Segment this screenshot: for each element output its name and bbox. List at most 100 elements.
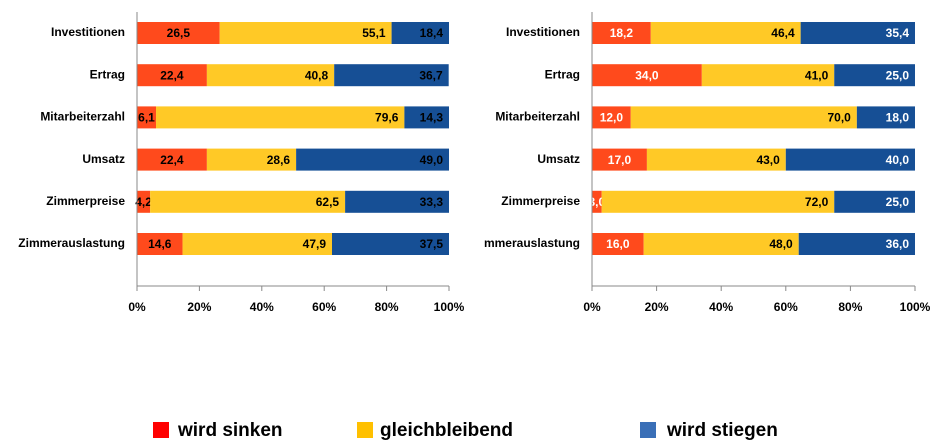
- bar-segment: [332, 233, 449, 255]
- bar-segment: [834, 190, 915, 213]
- bar-segment: [391, 22, 449, 44]
- bar-segment: [592, 233, 644, 255]
- bar-segment: [345, 190, 449, 213]
- bar-segment: [646, 148, 786, 171]
- value-label: 48,0: [769, 237, 793, 251]
- value-label: 62,5: [316, 195, 340, 209]
- bar-segment: [156, 106, 405, 129]
- bar-segment: [650, 22, 801, 44]
- value-label: 40,8: [305, 68, 329, 82]
- bar-segment: [182, 233, 332, 255]
- x-tick-label: 0%: [128, 300, 146, 314]
- category-label: Investitionen: [51, 25, 125, 39]
- x-tick-label: 100%: [900, 300, 931, 314]
- value-label: 36,7: [419, 68, 443, 82]
- value-label: 36,0: [886, 237, 910, 251]
- chart-left: Investitionen 26,5 55,1 18,4 Ertrag 22,4 40,8 3…: [18, 12, 465, 314]
- bar-segment: [150, 190, 346, 213]
- bar-segment: [137, 22, 220, 44]
- value-label: 47,9: [303, 237, 327, 251]
- x-tick-label: 40%: [709, 300, 733, 314]
- x-tick-label: 20%: [645, 300, 669, 314]
- x-tick-label: 60%: [312, 300, 336, 314]
- x-tick-label: 80%: [375, 300, 399, 314]
- category-label: Zimmerpreise: [501, 194, 580, 208]
- value-label: 37,5: [420, 237, 444, 251]
- category-label: Mitarbeiterzahl: [40, 110, 125, 124]
- bar-segment: [137, 64, 207, 87]
- value-label: 49,0: [420, 153, 444, 167]
- value-label: 43,0: [756, 153, 780, 167]
- bar-segment: [137, 190, 151, 213]
- bar-segment: [592, 148, 647, 171]
- value-label: 26,5: [167, 26, 191, 40]
- x-tick-label: 100%: [434, 300, 465, 314]
- value-label: 35,4: [886, 26, 910, 40]
- bar-segment: [701, 64, 835, 87]
- bar-segment: [206, 148, 297, 171]
- category-label: Zimmerauslastung: [18, 236, 125, 250]
- value-label: 14,6: [148, 237, 172, 251]
- value-label: 17,0: [608, 153, 632, 167]
- legend-label: wird sinken: [177, 420, 283, 441]
- category-label: Ertrag: [545, 67, 580, 81]
- value-label: 25,0: [886, 68, 910, 82]
- chart-right: Investitionen 18,2 46,4 35,4 Ertrag 34,0 41,0 2…: [484, 12, 931, 314]
- legend-label: gleichbleibend: [380, 420, 513, 441]
- value-label: 33,3: [420, 195, 444, 209]
- value-label: 3,0: [589, 195, 606, 209]
- bar-segment: [856, 106, 915, 129]
- category-label: Ertrag: [90, 67, 125, 81]
- x-tick-label: 0%: [583, 300, 601, 314]
- bar-segment: [592, 64, 702, 87]
- value-label: 72,0: [805, 195, 829, 209]
- bar-segment: [834, 64, 915, 87]
- value-label: 18,0: [886, 111, 910, 125]
- value-label: 22,4: [160, 153, 184, 167]
- bar-segment: [785, 148, 915, 171]
- bar-segment: [592, 190, 602, 213]
- bar-segment: [630, 106, 857, 129]
- value-label: 40,0: [886, 153, 910, 167]
- value-label: 18,4: [420, 26, 444, 40]
- value-label: 34,0: [635, 68, 659, 82]
- value-label: 46,4: [771, 26, 795, 40]
- value-label: 25,0: [886, 195, 910, 209]
- value-label: 70,0: [828, 111, 852, 125]
- category-label: mmerauslastung: [484, 236, 580, 250]
- x-tick-label: 80%: [838, 300, 862, 314]
- bar-segment: [219, 22, 392, 44]
- value-label: 18,2: [610, 26, 634, 40]
- value-label: 41,0: [805, 68, 829, 82]
- value-label: 16,0: [606, 237, 630, 251]
- value-label: 6,1: [138, 111, 155, 125]
- category-label: Umsatz: [82, 152, 125, 166]
- category-label: Umsatz: [537, 152, 580, 166]
- bar-segment: [601, 190, 835, 213]
- legend-swatch: [640, 422, 656, 438]
- value-label: 28,6: [267, 153, 291, 167]
- legend-label: wird stiegen: [666, 420, 778, 441]
- category-label: Mitarbeiterzahl: [495, 110, 580, 124]
- value-label: 55,1: [362, 26, 386, 40]
- bar-segment: [137, 233, 183, 255]
- bar-segment: [137, 106, 157, 129]
- x-tick-label: 20%: [187, 300, 211, 314]
- bar-segment: [206, 64, 335, 87]
- legend: wird sinken gleichbleibend wird stiegen: [153, 420, 778, 441]
- value-label: 14,3: [420, 111, 444, 125]
- bar-segment: [592, 22, 651, 44]
- x-tick-label: 60%: [774, 300, 798, 314]
- category-label: Zimmerpreise: [46, 194, 125, 208]
- x-tick-label: 40%: [250, 300, 274, 314]
- bar-segment: [137, 148, 207, 171]
- bar-segment: [800, 22, 915, 44]
- category-label: Investitionen: [506, 25, 580, 39]
- value-label: 22,4: [160, 68, 184, 82]
- value-label: 12,0: [600, 111, 624, 125]
- bar-segment: [798, 233, 915, 255]
- value-label: 4,2: [135, 195, 152, 209]
- legend-swatch: [153, 422, 169, 438]
- value-label: 79,6: [375, 111, 399, 125]
